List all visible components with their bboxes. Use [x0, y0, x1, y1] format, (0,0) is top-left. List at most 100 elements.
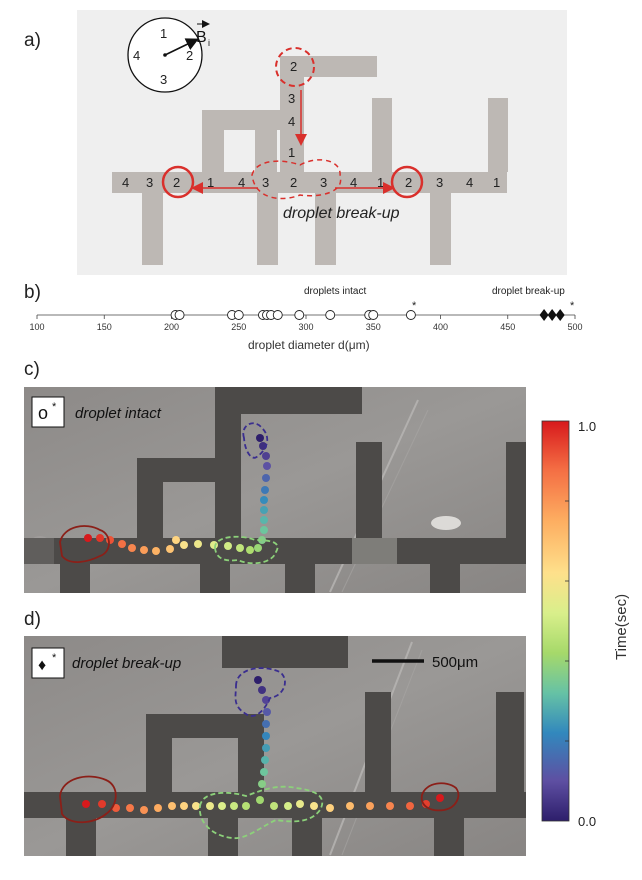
colorbar-max: 1.0: [578, 419, 596, 434]
trajectory-dot: [242, 802, 250, 810]
legend-star: *: [52, 652, 57, 664]
trajectory-dot: [154, 804, 162, 812]
trajectory-dot: [386, 802, 394, 810]
trajectory-dot: [262, 732, 270, 740]
clock-number: 4: [133, 48, 140, 63]
trajectory-dot: [126, 804, 134, 812]
pad-number: 2: [290, 59, 297, 74]
tick-label: 450: [500, 322, 515, 332]
breakup-label: droplet break-up: [283, 205, 400, 222]
pad-number: 3: [436, 175, 443, 190]
tick-label: 200: [164, 322, 179, 332]
droplet-outline-end-right: [420, 782, 460, 812]
trajectory-dot: [326, 804, 334, 812]
trajectory-dot: [260, 496, 268, 504]
trajectory-dot: [128, 544, 136, 552]
trajectory-dot: [230, 802, 238, 810]
droplet-outline-split: [199, 785, 324, 839]
trajectory-dot: [263, 708, 271, 716]
breakup-star: *: [570, 300, 575, 312]
legend-text-c: droplet intact: [75, 405, 162, 422]
trajectory-dot: [254, 544, 262, 552]
trajectory-dot: [256, 434, 264, 442]
trajectory-dot: [236, 544, 244, 552]
trajectory-dot: [262, 696, 270, 704]
trajectory-dot: [258, 686, 266, 694]
trajectory-dot: [260, 768, 268, 776]
trajectory-dot: [262, 474, 270, 482]
trajectory-dot: [260, 526, 268, 534]
breakup-point: [555, 309, 565, 321]
intact-point: [368, 310, 379, 320]
trajectory-dot: [82, 800, 90, 808]
trajectory-dot: [258, 780, 266, 788]
tick-label: 500: [567, 322, 582, 332]
tick-label: 300: [298, 322, 313, 332]
field-clock: 1 2 3 4 B i: [127, 17, 210, 93]
trajectory-dot: [246, 546, 254, 554]
clock-number: 1: [160, 26, 167, 41]
intact-point: [174, 310, 185, 320]
trajectory-dot: [346, 802, 354, 810]
trajectory-dot: [180, 541, 188, 549]
intact-label: droplets intact: [304, 286, 366, 297]
colorbar-label: Time(sec): [613, 594, 630, 660]
trajectory-dot: [224, 542, 232, 550]
trajectory-dot: [310, 802, 318, 810]
scalebar-label: 500μm: [432, 654, 478, 671]
trajectory-dot: [262, 744, 270, 752]
trajectory-dot: [192, 802, 200, 810]
trajectory-dot: [296, 800, 304, 808]
droplet-outline-end-left: [59, 775, 117, 824]
trajectory-dot: [194, 540, 202, 548]
legend-box-c: o * droplet intact: [31, 396, 162, 428]
trajectory-dot: [270, 802, 278, 810]
trajectory-dot: [180, 802, 188, 810]
trajectory-dot: [140, 806, 148, 814]
droplet-outline-start: [242, 422, 269, 459]
pad-number: 1: [377, 175, 384, 190]
trajectory-dot: [254, 676, 262, 684]
pad-number: 4: [122, 175, 129, 190]
trajectory-dot: [260, 516, 268, 524]
legend-box-d: ♦ * droplet break-up: [31, 647, 181, 679]
colorbar-min: 0.0: [578, 814, 596, 829]
panel-b-letter: b): [24, 282, 41, 303]
legend-text-d: droplet break-up: [72, 655, 181, 672]
trajectory-dot: [172, 536, 180, 544]
panel-d-letter: d): [24, 609, 41, 630]
droplet-stretched-marker: [251, 159, 342, 200]
tick-label: 250: [231, 322, 246, 332]
legend-star: *: [52, 401, 57, 413]
droplet-start-marker: [275, 47, 315, 87]
trajectory-dot: [84, 534, 92, 542]
trajectory-dot: [152, 547, 160, 555]
trajectory-dot: [284, 802, 292, 810]
pad-number: 4: [238, 175, 245, 190]
trajectory-dot: [118, 540, 126, 548]
breakup-axis-label: droplet break-up: [492, 286, 565, 297]
trajectory-c: [84, 434, 271, 555]
pad-number: 3: [146, 175, 153, 190]
panel-a-letter: a): [24, 30, 41, 51]
clock-number: 2: [186, 48, 193, 63]
intact-point: [233, 310, 244, 320]
trajectory-dot: [98, 800, 106, 808]
breakup-point: [539, 309, 549, 321]
trajectory-dot: [218, 802, 226, 810]
droplet-outline-middle: [214, 535, 279, 565]
trajectory-dot: [210, 541, 218, 549]
trajectory-dot: [261, 486, 269, 494]
pad-number: 4: [350, 175, 357, 190]
trajectory-dot: [262, 720, 270, 728]
trajectory-dot: [256, 796, 264, 804]
tick-label: 100: [29, 322, 44, 332]
trajectory-dot: [140, 546, 148, 554]
breakup-point: [547, 309, 557, 321]
tick-label: 150: [97, 322, 112, 332]
intact-point: [272, 310, 283, 320]
legend-symbol-circle: o: [38, 403, 48, 423]
axis-xlabel: droplet diameter d(μm): [248, 338, 370, 352]
droplet-outline-start: [234, 667, 286, 717]
